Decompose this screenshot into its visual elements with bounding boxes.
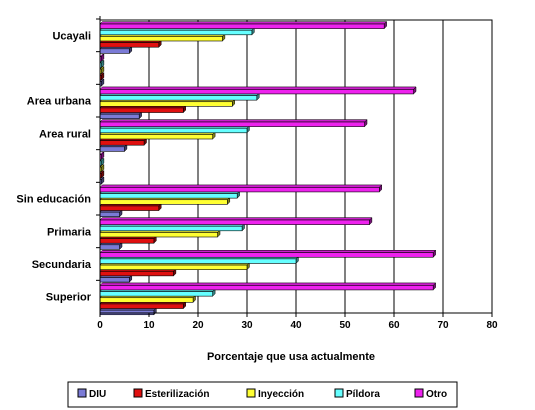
- x-tick-label-80: 80: [486, 320, 498, 331]
- bar-top: [99, 250, 437, 253]
- bar: [99, 285, 434, 291]
- bar-top: [99, 282, 437, 286]
- bar: [99, 36, 223, 42]
- bar: [99, 205, 160, 211]
- bar: [99, 232, 218, 238]
- x-tick-label-10: 10: [143, 320, 155, 331]
- category-label: Secundaria: [32, 259, 92, 271]
- bar: [99, 264, 248, 270]
- bar: [99, 101, 233, 107]
- x-axis-title: Porcentaje que usa actualmente: [207, 351, 375, 363]
- category-label: Area rural: [39, 128, 91, 140]
- legend-swatch: [414, 388, 424, 398]
- bar: [99, 219, 370, 225]
- x-tick-label-70: 70: [437, 320, 449, 331]
- category-label: Area urbana: [27, 96, 92, 108]
- x-tick-label-50: 50: [339, 320, 351, 331]
- legend-label: DIU: [89, 389, 106, 400]
- bar: [99, 252, 434, 258]
- category-label: Sin educación: [16, 194, 91, 206]
- bar-top: [99, 86, 417, 90]
- bar: [99, 89, 414, 95]
- bar: [99, 303, 184, 309]
- bar: [99, 140, 145, 146]
- legend-label: Píldora: [346, 389, 380, 400]
- bar: [99, 42, 160, 48]
- bar: [99, 95, 258, 101]
- bar: [99, 291, 213, 297]
- bar-top: [99, 184, 383, 188]
- bar-top: [99, 119, 368, 123]
- legend-swatch: [77, 388, 87, 398]
- category-label: Primaria: [47, 226, 92, 238]
- legend-box: [67, 381, 458, 408]
- x-tick-label-60: 60: [388, 320, 400, 331]
- bar: [99, 199, 228, 205]
- bar: [99, 29, 253, 36]
- bar: [99, 258, 297, 264]
- legend-swatch: [334, 388, 344, 398]
- bars-layer: [99, 20, 437, 316]
- legend-label: Esterilización: [145, 389, 209, 400]
- bar: [99, 270, 174, 277]
- bar: [99, 277, 130, 283]
- x-tick-label-20: 20: [192, 320, 204, 331]
- legend-label: Otro: [426, 389, 447, 400]
- bar: [99, 238, 155, 244]
- bar: [99, 193, 238, 199]
- bar: [99, 23, 385, 29]
- legend-swatch: [133, 388, 143, 398]
- bar: [99, 211, 120, 218]
- legend-label: Inyección: [258, 389, 304, 400]
- bar: [99, 48, 130, 54]
- legend-swatch: [246, 388, 256, 398]
- bar-top: [99, 217, 373, 221]
- bar: [99, 127, 248, 134]
- bar: [99, 134, 213, 140]
- bar-top: [99, 21, 388, 25]
- legend: DIU Esterilización Inyección Píldora Otro: [67, 381, 458, 408]
- x-tick-label-40: 40: [290, 320, 302, 331]
- category-label: Ucayali: [52, 30, 91, 42]
- bar: [99, 187, 380, 193]
- bar: [99, 309, 155, 316]
- category-label: Superior: [46, 292, 92, 304]
- x-tick-label-0: 0: [97, 320, 103, 331]
- bar: [99, 244, 120, 250]
- bar: [99, 146, 125, 152]
- bar: [99, 107, 184, 113]
- bar: [99, 225, 243, 232]
- bar: [99, 113, 140, 120]
- bar: [99, 297, 194, 303]
- x-tick-label-30: 30: [241, 320, 253, 331]
- bar: [99, 121, 365, 127]
- axis-layer: 0 10 20 30 40 50 60 70 80 Ucayali Area urbana Area …: [16, 16, 498, 331]
